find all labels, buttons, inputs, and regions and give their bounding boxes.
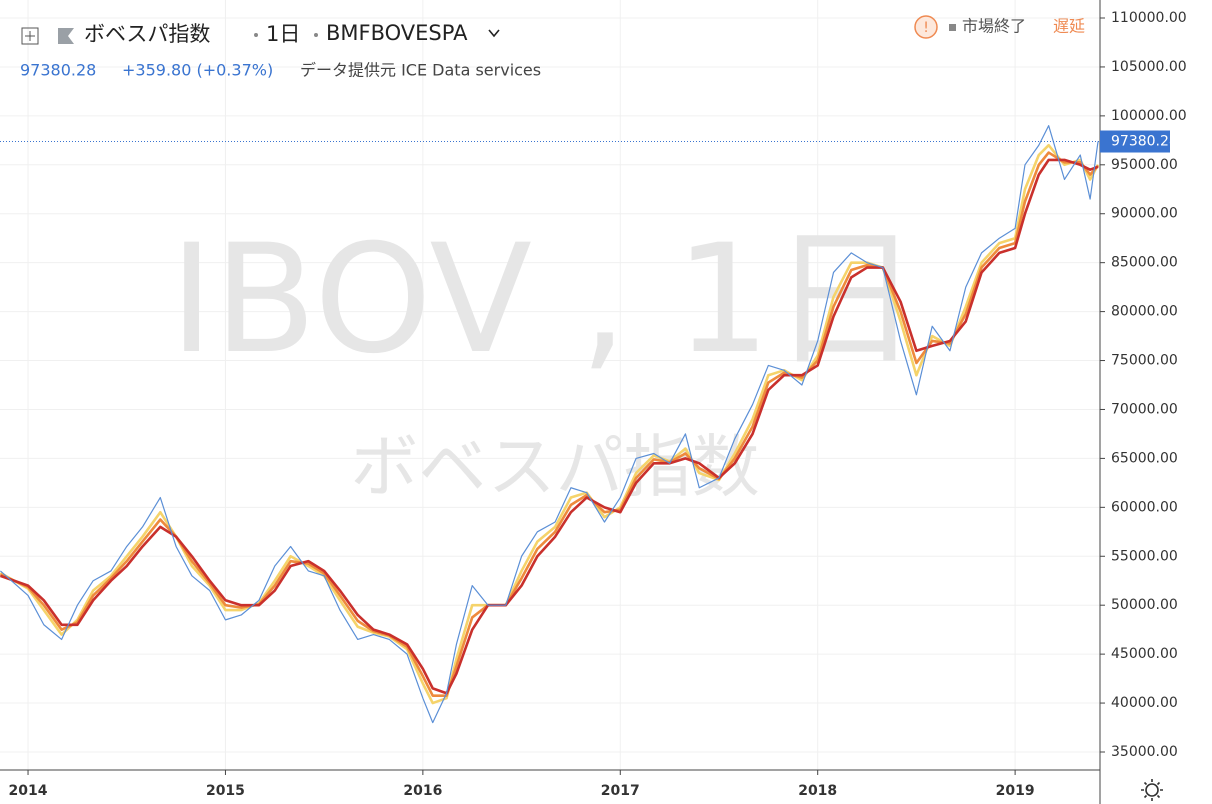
y-tick-label: 85000.00 bbox=[1111, 255, 1178, 271]
separator bbox=[254, 33, 258, 37]
y-tick-label: 100000.00 bbox=[1111, 108, 1187, 124]
y-tick-label: 55000.00 bbox=[1111, 548, 1178, 564]
y-tick-label: 105000.00 bbox=[1111, 59, 1187, 75]
exchange[interactable]: BMFBOVESPA bbox=[326, 21, 468, 45]
market-status: 市場終了 bbox=[962, 17, 1026, 36]
y-tick-label: 90000.00 bbox=[1111, 206, 1178, 222]
last-price-badge bbox=[1100, 130, 1170, 153]
expand-icon[interactable] bbox=[21, 27, 39, 45]
y-tick-label: 95000.00 bbox=[1111, 157, 1178, 173]
warning-icon: ! bbox=[923, 20, 929, 36]
y-tick-label: 35000.00 bbox=[1111, 744, 1178, 760]
warning-icon[interactable] bbox=[914, 15, 938, 39]
interval: 1日 bbox=[266, 22, 300, 46]
x-tick-label: 2017 bbox=[601, 783, 640, 799]
y-tick-label: 75000.00 bbox=[1111, 353, 1178, 369]
x-tick-label: 2015 bbox=[206, 783, 245, 799]
flag-icon bbox=[58, 28, 74, 44]
delay: 遅延 bbox=[1053, 17, 1085, 36]
watermark-sub: ボベスパ指数 bbox=[350, 429, 759, 508]
x-tick-label: 2018 bbox=[798, 783, 837, 799]
dropdown-icon[interactable] bbox=[488, 29, 500, 38]
x-tick-label: 2014 bbox=[9, 783, 48, 799]
y-tick-label: 45000.00 bbox=[1111, 646, 1178, 662]
settings-icon[interactable] bbox=[1145, 783, 1159, 797]
y-tick-label: 65000.00 bbox=[1111, 450, 1178, 466]
price-line bbox=[0, 125, 1099, 724]
y-tick-label: 60000.00 bbox=[1111, 499, 1178, 515]
y-tick-label: 110000.00 bbox=[1111, 10, 1187, 26]
data-source: データ提供元 ICE Data services bbox=[300, 61, 541, 80]
y-tick-label: 80000.00 bbox=[1111, 304, 1178, 320]
symbol-name: ボベスパ指数 bbox=[84, 22, 210, 46]
price-change: +359.80 (+0.37%) bbox=[122, 61, 273, 80]
axes: 35000.00 40000.00 45000.00 50000.00 55000.00… bbox=[9, 10, 1187, 799]
last-price-label: 97380.28 bbox=[1111, 134, 1178, 150]
status-dot bbox=[949, 24, 956, 31]
x-tick-label: 2016 bbox=[403, 783, 442, 799]
price-line bbox=[0, 158, 1099, 695]
last-price: 97380.28 bbox=[20, 61, 96, 80]
separator bbox=[314, 33, 318, 37]
plot bbox=[0, 125, 1100, 724]
watermark-main: IBOV , 1日 bbox=[169, 213, 920, 387]
settings-icon bbox=[1141, 779, 1163, 801]
x-tick-label: 2019 bbox=[996, 783, 1035, 799]
grid bbox=[0, 0, 1100, 770]
y-tick-label: 70000.00 bbox=[1111, 401, 1178, 417]
y-tick-label: 40000.00 bbox=[1111, 695, 1178, 711]
y-tick-label: 50000.00 bbox=[1111, 597, 1178, 613]
